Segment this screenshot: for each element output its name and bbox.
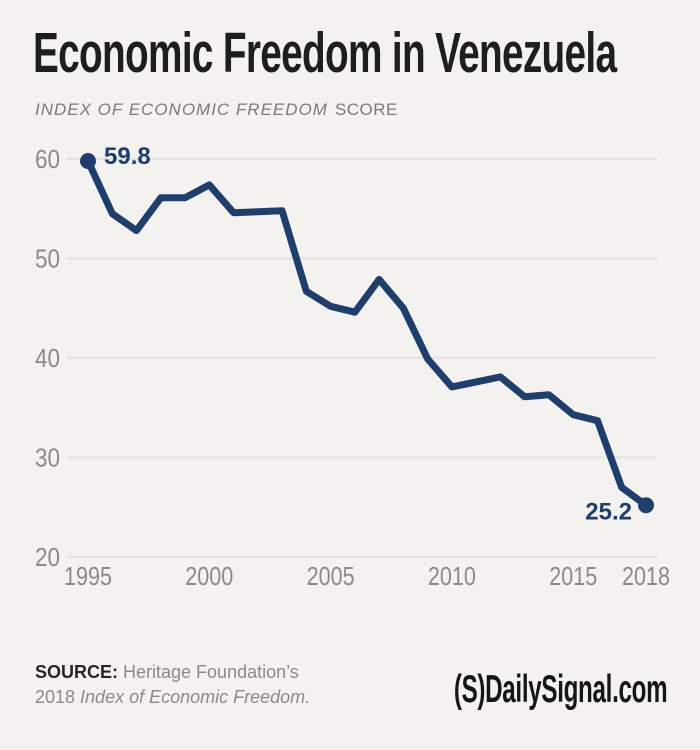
source-year: 2018 <box>35 687 81 707</box>
x-tick-label: 2005 <box>307 561 355 591</box>
daily-signal-mark-icon: (S) <box>453 668 486 711</box>
source-label: SOURCE: <box>35 662 119 682</box>
subtitle-score-word: SCORE <box>334 100 398 119</box>
y-tick-label: 60 <box>35 144 60 174</box>
source-text: Heritage Foundation’s <box>118 662 299 682</box>
subtitle-index-name: INDEX OF ECONOMIC FREEDOM <box>35 100 328 119</box>
source-line-1: SOURCE: Heritage Foundation’s <box>35 660 310 685</box>
endpoint-dot <box>80 152 96 169</box>
source-line-2: 2018 Index of Economic Freedom. <box>35 685 310 710</box>
x-tick-label: 2018 <box>622 561 670 591</box>
data-line <box>84 157 650 509</box>
y-tick-label: 20 <box>35 542 60 572</box>
y-tick-label: 50 <box>35 244 60 274</box>
y-tick-label: 30 <box>35 443 60 473</box>
daily-signal-logo: (S)DailySignal.com <box>453 668 668 712</box>
x-tick-label: 2010 <box>428 561 476 591</box>
data-label: 25.2 <box>585 498 632 525</box>
x-tick-label: 1995 <box>64 561 112 591</box>
data-label: 59.8 <box>104 143 151 170</box>
x-tick-label: 2015 <box>549 561 597 591</box>
source-publication-title: Index of Economic Freedom. <box>80 687 311 707</box>
y-tick-label: 40 <box>35 343 60 373</box>
chart-subtitle: INDEX OF ECONOMIC FREEDOM SCORE <box>35 100 398 120</box>
x-tick-label: 2000 <box>185 561 233 591</box>
page-title: Economic Freedom in Venezuela <box>33 21 617 85</box>
endpoint-dot <box>638 497 654 514</box>
source-note: SOURCE: Heritage Foundation’s 2018 Index… <box>35 660 310 710</box>
daily-signal-wordmark: DailySignal.com <box>484 668 667 711</box>
